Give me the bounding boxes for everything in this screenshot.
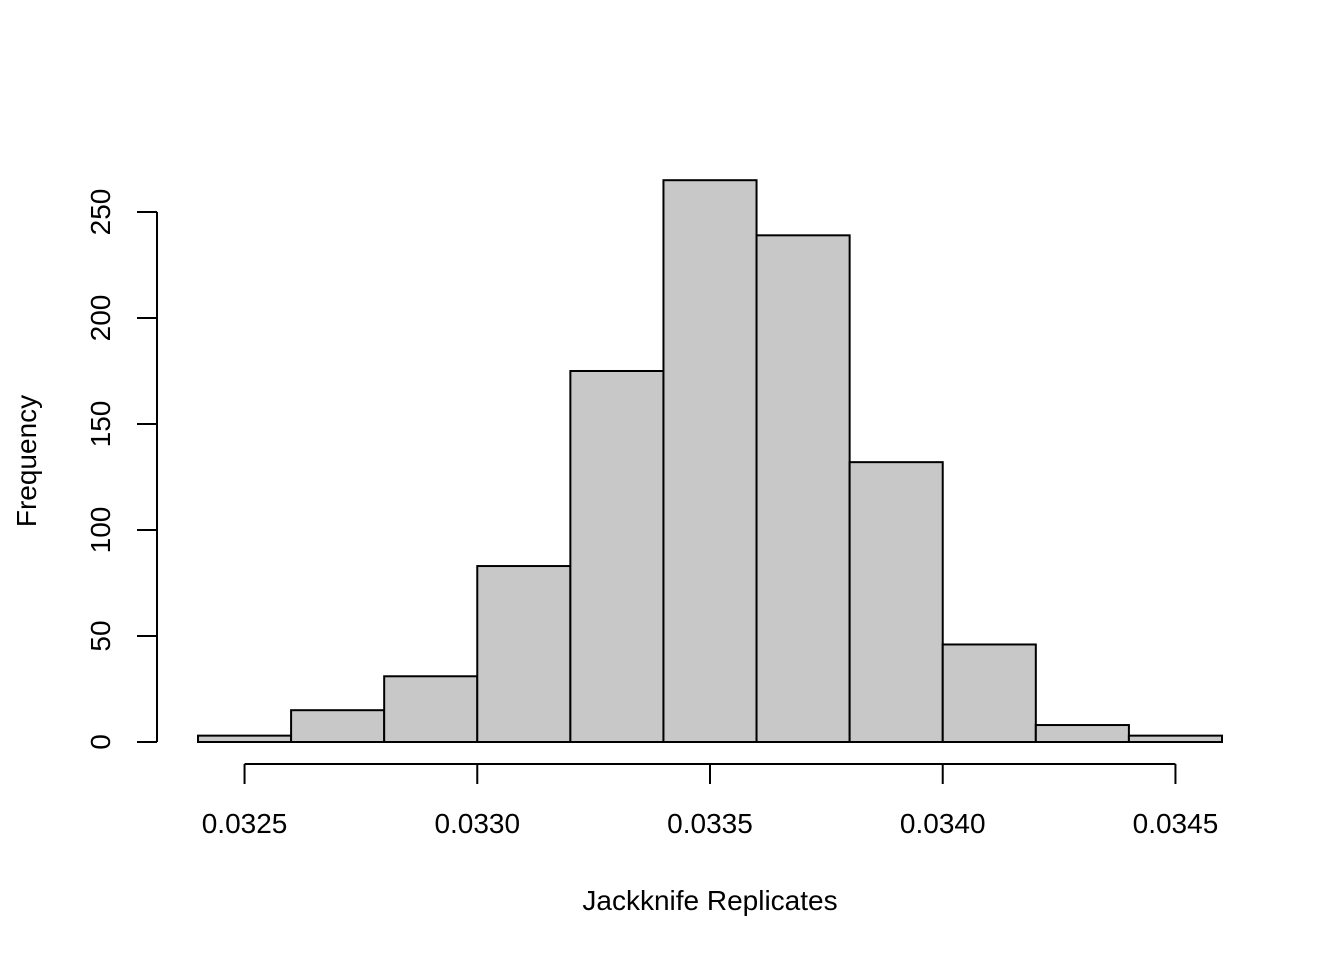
histogram-bar-9 xyxy=(941,643,1037,743)
histogram-bar-4 xyxy=(476,565,572,743)
y-tick-label: 50 xyxy=(85,620,116,651)
histogram-bar-7 xyxy=(755,234,851,743)
y-tick-label: 250 xyxy=(85,189,116,236)
x-tick-label: 0.0345 xyxy=(1133,808,1219,839)
x-tick-label: 0.0325 xyxy=(202,808,288,839)
bars-layer xyxy=(197,179,1223,744)
histogram-bar-2 xyxy=(290,709,386,744)
histogram-bar-5 xyxy=(569,370,665,743)
y-tick-label: 150 xyxy=(85,401,116,448)
y-tick-label: 100 xyxy=(85,507,116,554)
y-axis-label: Frequency xyxy=(11,395,42,527)
x-tick-label: 0.0330 xyxy=(434,808,520,839)
x-axis: 0.0325 0.0330 0.0335 0.0340 0.0345 xyxy=(202,763,1219,839)
histogram-bar-6 xyxy=(662,179,758,743)
x-tick-label: 0.0340 xyxy=(900,808,986,839)
histogram-bar-11 xyxy=(1127,734,1223,744)
x-axis-label: Jackknife Replicates xyxy=(582,885,837,916)
histogram-bar-8 xyxy=(848,461,944,743)
x-tick-label: 0.0335 xyxy=(667,808,753,839)
histogram-bar-3 xyxy=(383,675,479,744)
y-axis: 0 50 100 150 200 250 xyxy=(85,189,158,750)
histogram-bar-10 xyxy=(1034,724,1130,743)
histogram-bar-1 xyxy=(197,734,293,744)
y-tick-label: 200 xyxy=(85,295,116,342)
y-tick-label: 0 xyxy=(85,734,116,750)
